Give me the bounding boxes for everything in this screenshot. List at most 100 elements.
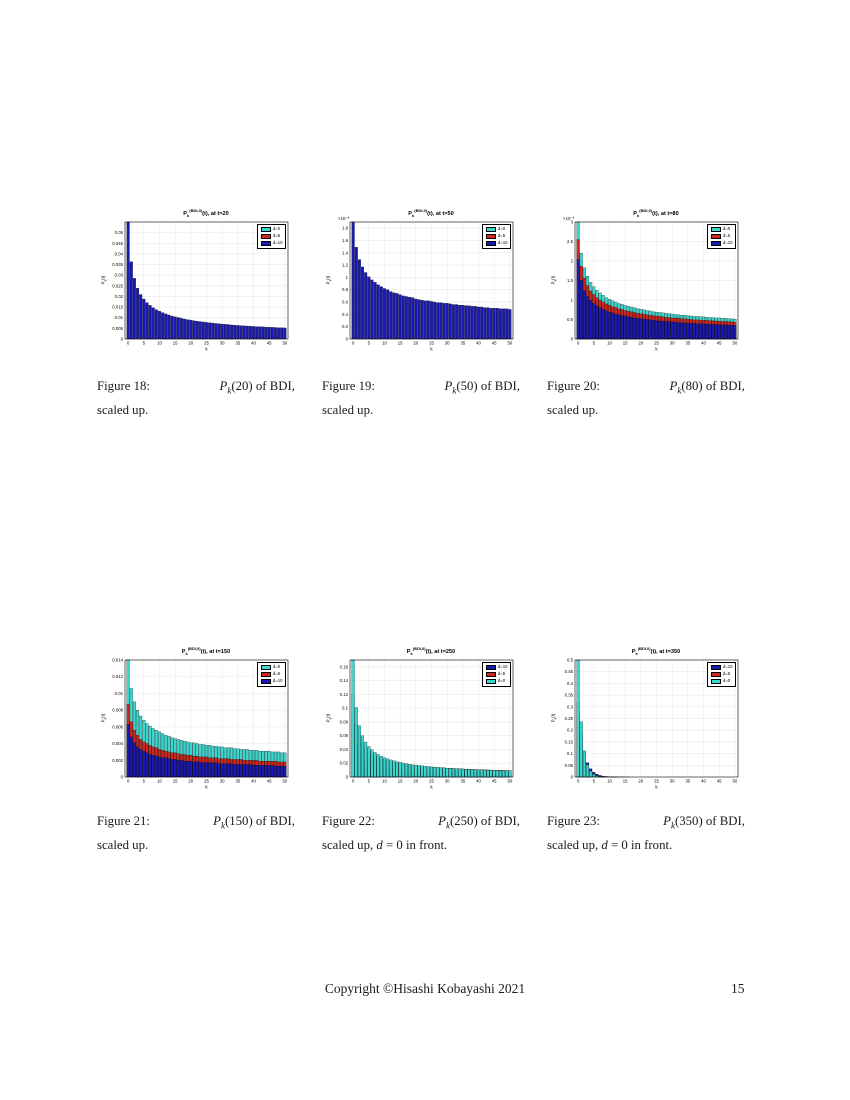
axis-tick-labels: 0 5 10 15 20 25 30 35 40 45 50 0 0.002 0.004 0.006 0.00… (112, 658, 288, 790)
svg-text:0.16: 0.16 (340, 664, 349, 669)
plot-area: 0 5 10 15 20 25 30 35 40 45 50 0 0.2 0.4 0.6 0.8 1 1.2 1.4… (342, 221, 514, 352)
legend-entry: d=5 (710, 233, 733, 239)
legend-swatch (710, 671, 721, 677)
svg-text:20: 20 (413, 779, 418, 784)
footer-copyright: Copyright ©Hisashi Kobayashi 2021 (324, 981, 526, 996)
bar-series-d=10 (126, 724, 287, 778)
svg-text:25: 25 (204, 341, 209, 346)
x-axis-label: k (430, 785, 433, 790)
axis-tick-labels: 0 5 10 15 20 25 30 35 40 45 50 0 0.02 0.04 0.06 0.08 0.1… (340, 664, 513, 789)
svg-text:10: 10 (607, 341, 612, 346)
svg-text:40: 40 (251, 341, 256, 346)
legend-entry: d=5 (260, 233, 283, 239)
svg-text:40: 40 (251, 779, 256, 784)
svg-text:0.12: 0.12 (340, 692, 349, 697)
y-axis-label: Pk(t) (100, 713, 108, 723)
svg-text:10: 10 (157, 341, 162, 346)
svg-text:0: 0 (352, 779, 355, 784)
legend-entry: d=0 (260, 226, 283, 232)
figure-20-chart: Pk(BDI,0)(t), at t=80 ×10⁻³ Pk(t) 0 5 10 15… (547, 205, 743, 357)
svg-text:40: 40 (476, 779, 481, 784)
svg-text:0.3: 0.3 (567, 704, 574, 709)
svg-text:40: 40 (701, 341, 706, 346)
svg-text:0.35: 0.35 (565, 693, 574, 698)
svg-text:1: 1 (571, 298, 574, 303)
figure-20-caption: Figure 20: Pk(80) of BDI, scaled up. (547, 377, 745, 420)
legend-swatch (485, 671, 496, 677)
legend-entry: d=0 (710, 226, 733, 232)
svg-text:0.6: 0.6 (342, 300, 349, 305)
figure-23-caption: Figure 23: Pk(350) of BDI, scaled up, d … (547, 812, 745, 855)
svg-text:0.05: 0.05 (565, 763, 574, 768)
plot-area: 0 5 10 15 20 25 30 35 40 45 50 0 0.5 1 1.5 2 2.5 3 k (567, 220, 739, 352)
caption-text: Pk(50) of BDI, (444, 379, 520, 396)
svg-text:0.8: 0.8 (342, 287, 349, 292)
svg-text:1: 1 (346, 275, 349, 280)
x-axis-label: k (655, 785, 658, 790)
x-axis-label: k (205, 347, 208, 352)
legend-label: d=5 (722, 233, 731, 239)
svg-text:20: 20 (413, 341, 418, 346)
legend-label: d=0 (722, 678, 731, 684)
figure-21-chart: Pk(BDI,0)(t), at t=150 Pk(t) 0 5 10 15 20 25 3… (97, 643, 293, 795)
svg-text:15: 15 (398, 779, 403, 784)
svg-text:25: 25 (204, 779, 209, 784)
figure-22-chart: Pk(BDI,0)(t), at t=250 Pk(t) 0 5 10 15 20 25 3… (322, 643, 518, 795)
legend-label: d=10 (497, 664, 508, 670)
legend-label: d=0 (272, 664, 281, 670)
svg-text:1.6: 1.6 (342, 238, 349, 243)
legend-swatch (260, 240, 271, 246)
svg-text:30: 30 (445, 341, 450, 346)
chart-body: Pk(t) 0 5 10 15 20 25 30 35 40 45 50 0 0.05 0.1 0.15 0.… (547, 655, 743, 795)
figure-18-caption: Figure 18: Pk(20) of BDI, scaled up. (97, 377, 295, 420)
svg-text:50: 50 (282, 779, 287, 784)
svg-text:35: 35 (685, 341, 690, 346)
legend-swatch (260, 678, 271, 684)
y-axis-label: Pk(t) (550, 275, 558, 285)
svg-text:50: 50 (507, 341, 512, 346)
svg-text:10: 10 (382, 779, 387, 784)
y-axis-multiplier-label: ×10⁻³ (563, 216, 575, 221)
y-axis-label: Pk(t) (325, 713, 333, 723)
caption-figure-number: Figure 22: (322, 814, 375, 828)
svg-text:0.004: 0.004 (112, 741, 123, 746)
legend-swatch (710, 678, 721, 684)
legend-label: d=10 (497, 240, 508, 246)
legend: d=10 d=5 d=0 (482, 662, 511, 687)
legend-label: d=0 (272, 226, 281, 232)
legend-label: d=0 (497, 678, 506, 684)
svg-text:45: 45 (267, 341, 272, 346)
svg-text:20: 20 (188, 779, 193, 784)
svg-text:15: 15 (623, 779, 628, 784)
legend-swatch (260, 226, 271, 232)
svg-text:0.2: 0.2 (342, 324, 349, 329)
svg-text:0.015: 0.015 (112, 305, 123, 310)
svg-text:0: 0 (577, 779, 580, 784)
svg-text:0.02: 0.02 (115, 294, 124, 299)
caption-line2: scaled up. (97, 837, 149, 852)
legend-entry: d=5 (260, 671, 283, 677)
svg-text:1.2: 1.2 (342, 263, 349, 268)
svg-text:0.5: 0.5 (567, 317, 574, 322)
bar-series-d=0 (351, 659, 512, 778)
svg-text:0: 0 (121, 337, 124, 342)
axis-tick-labels: 0 5 10 15 20 25 30 35 40 45 50 0 0.2 0.4 0.6 0.8 1 1.2 1.4… (342, 226, 513, 352)
caption-line2: scaled up. (547, 402, 599, 417)
svg-text:50: 50 (282, 341, 287, 346)
figure-22-caption: Figure 22: Pk(250) of BDI, scaled up, d … (322, 812, 520, 855)
figure-21-caption: Figure 21: Pk(150) of BDI, scaled up. (97, 812, 295, 855)
svg-text:0: 0 (346, 337, 349, 342)
legend-swatch (485, 678, 496, 684)
svg-text:50: 50 (507, 779, 512, 784)
svg-text:15: 15 (173, 779, 178, 784)
svg-text:25: 25 (429, 341, 434, 346)
svg-text:45: 45 (492, 341, 497, 346)
svg-text:30: 30 (670, 341, 675, 346)
caption-line2: scaled up, d = 0 in front. (322, 837, 448, 852)
caption-figure-number: Figure 20: (547, 379, 600, 393)
svg-text:15: 15 (173, 341, 178, 346)
chart-body: Pk(t) 0 5 10 15 20 25 30 35 40 45 50 0 0.02 0.04 0.06 0… (322, 655, 518, 795)
x-axis-label: k (205, 785, 208, 790)
x-axis-label: k (655, 347, 658, 352)
legend-swatch (485, 226, 496, 232)
